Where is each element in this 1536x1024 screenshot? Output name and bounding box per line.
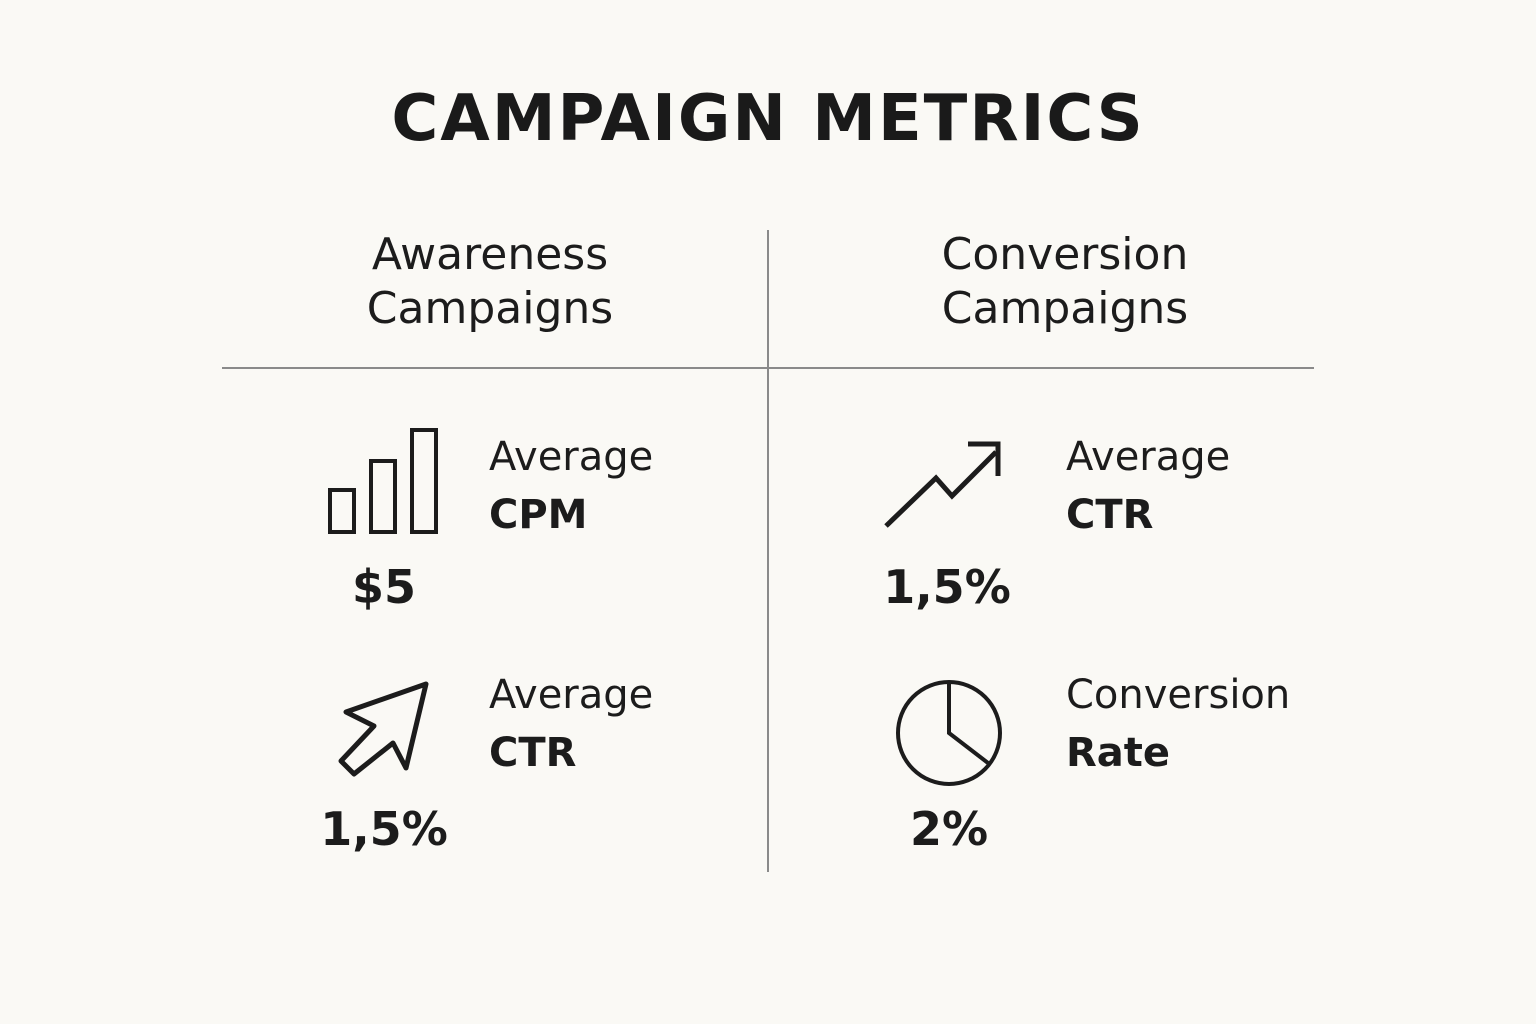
conversion-heading-line2: Campaigns xyxy=(941,283,1189,334)
awareness-cpm-label-line2: CPM xyxy=(489,492,588,538)
conversion-ctr-label-line2: CTR xyxy=(1066,492,1154,538)
conversion-rate-label-line2: Rate xyxy=(1066,730,1171,776)
awareness-cpm-label: Average CPM xyxy=(489,428,653,544)
conversion-column-heading: Conversion Campaigns xyxy=(855,228,1275,336)
awareness-heading-line2: Campaigns xyxy=(366,283,614,334)
awareness-ctr-label-line1: Average xyxy=(489,672,654,718)
awareness-ctr-label: Average CTR xyxy=(489,666,653,782)
conversion-rate-label-line1: Conversion xyxy=(1066,672,1291,718)
conversion-rate-label: Conversion Rate xyxy=(1066,666,1290,782)
conversion-heading-line1: Conversion xyxy=(941,229,1189,280)
trend-up-icon xyxy=(880,436,1006,534)
awareness-ctr-value: 1,5% xyxy=(320,802,448,856)
pie-chart-icon xyxy=(893,678,1005,790)
bar-chart-icon xyxy=(326,426,442,536)
awareness-ctr-label-line2: CTR xyxy=(489,730,577,776)
awareness-heading-line1: Awareness xyxy=(371,229,609,280)
cursor-arrow-icon xyxy=(332,676,436,780)
conversion-rate-value: 2% xyxy=(909,802,989,856)
awareness-cpm-value: $5 xyxy=(351,560,416,614)
vertical-divider xyxy=(767,230,769,872)
conversion-ctr-label: Average CTR xyxy=(1066,428,1230,544)
page-title: CAMPAIGN METRICS xyxy=(391,82,1145,156)
conversion-ctr-label-line1: Average xyxy=(1066,434,1231,480)
conversion-ctr-value: 1,5% xyxy=(883,560,1011,614)
awareness-cpm-label-line1: Average xyxy=(489,434,654,480)
awareness-column-heading: Awareness Campaigns xyxy=(280,228,700,336)
